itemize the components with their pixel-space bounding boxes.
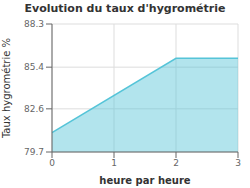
svg-text:0: 0: [49, 158, 55, 168]
svg-text:3: 3: [235, 158, 241, 168]
svg-text:2: 2: [173, 158, 179, 168]
svg-text:82.6: 82.6: [24, 104, 44, 114]
svg-text:heure par heure: heure par heure: [99, 175, 190, 186]
svg-text:88.3: 88.3: [24, 19, 44, 29]
svg-text:85.4: 85.4: [24, 62, 44, 72]
svg-text:1: 1: [111, 158, 117, 168]
svg-text:Taux hygrométrie %: Taux hygrométrie %: [8, 38, 12, 139]
svg-text:79.7: 79.7: [24, 147, 44, 157]
html-text:Evolution du taux d'hygrométri: Evolution du taux d'hygrométrie: [24, 2, 226, 15]
